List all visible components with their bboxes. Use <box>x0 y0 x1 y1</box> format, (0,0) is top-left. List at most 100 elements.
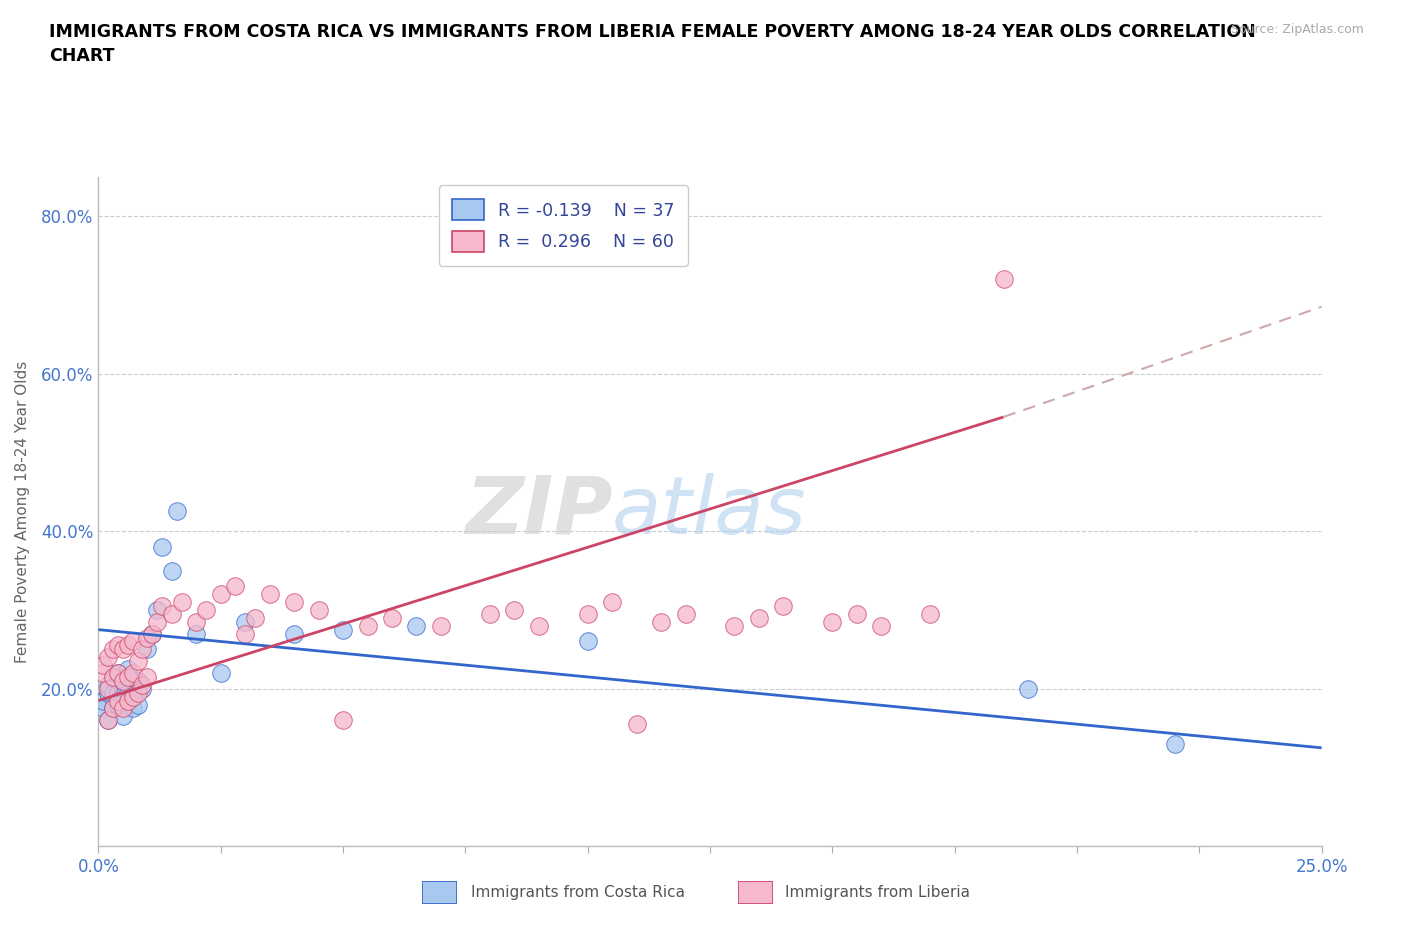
Point <box>920 606 942 621</box>
Point <box>101 642 124 657</box>
Text: ZIP: ZIP <box>465 472 612 551</box>
Point <box>117 670 139 684</box>
Point <box>136 631 159 645</box>
Point <box>405 618 427 633</box>
Point <box>121 666 143 681</box>
Point <box>233 626 256 641</box>
Point <box>650 615 672 630</box>
Point <box>993 272 1015 286</box>
Point <box>127 685 149 700</box>
Point <box>186 626 208 641</box>
Text: atlas: atlas <box>612 472 807 551</box>
Point <box>723 618 745 633</box>
Point <box>576 606 599 621</box>
Point <box>117 685 139 700</box>
Point <box>97 685 120 700</box>
Point <box>121 701 143 716</box>
Point <box>166 504 188 519</box>
Point <box>121 689 143 704</box>
Point <box>381 610 404 625</box>
Point <box>186 615 208 630</box>
Point <box>430 618 453 633</box>
Point <box>332 622 354 637</box>
Point <box>870 618 893 633</box>
Point <box>146 603 169 618</box>
Text: Source: ZipAtlas.com: Source: ZipAtlas.com <box>1230 23 1364 36</box>
Point <box>150 599 173 614</box>
Point <box>772 599 794 614</box>
Point <box>111 682 134 697</box>
Point <box>233 615 256 630</box>
Point <box>160 564 183 578</box>
Point <box>1017 682 1039 697</box>
Point <box>121 673 143 688</box>
Point <box>107 666 129 681</box>
Point <box>97 677 120 692</box>
Point <box>117 661 139 676</box>
Point <box>160 606 183 621</box>
Point <box>626 717 648 732</box>
Y-axis label: Female Poverty Among 18-24 Year Olds: Female Poverty Among 18-24 Year Olds <box>15 361 30 663</box>
Point <box>107 638 129 653</box>
Point <box>117 638 139 653</box>
Point <box>332 712 354 727</box>
Point <box>748 610 770 625</box>
Point <box>91 666 114 681</box>
Point <box>146 615 169 630</box>
Point <box>111 673 134 688</box>
Point <box>101 670 124 684</box>
Point <box>127 698 149 712</box>
Point <box>101 689 124 704</box>
Point <box>111 673 134 688</box>
Point <box>117 693 139 708</box>
Point <box>101 670 124 684</box>
Point <box>224 578 246 593</box>
Text: Immigrants from Costa Rica: Immigrants from Costa Rica <box>471 884 685 900</box>
Point <box>97 712 120 727</box>
Point <box>141 626 163 641</box>
Point <box>600 594 623 609</box>
Point <box>576 634 599 649</box>
Point <box>97 682 120 697</box>
Point <box>136 670 159 684</box>
Point <box>111 642 134 657</box>
Point <box>845 606 868 621</box>
Point <box>283 626 305 641</box>
Point <box>127 673 149 688</box>
Point <box>91 701 114 716</box>
Point <box>283 594 305 609</box>
Point <box>821 615 844 630</box>
Point <box>107 698 129 712</box>
Point <box>527 618 550 633</box>
Point <box>91 658 114 672</box>
Point <box>150 539 173 554</box>
Point <box>308 603 330 618</box>
Point <box>101 701 124 716</box>
Point <box>97 650 120 665</box>
Point <box>91 693 114 708</box>
Point <box>136 642 159 657</box>
Legend: R = -0.139    N = 37, R =  0.296    N = 60: R = -0.139 N = 37, R = 0.296 N = 60 <box>439 185 688 266</box>
Point <box>170 594 193 609</box>
Point <box>1164 737 1187 751</box>
Point <box>131 682 153 697</box>
Point <box>141 626 163 641</box>
Point <box>243 610 266 625</box>
Point <box>107 685 129 700</box>
Point <box>97 712 120 727</box>
Point <box>101 701 124 716</box>
Point <box>131 677 153 692</box>
Text: Immigrants from Liberia: Immigrants from Liberia <box>785 884 970 900</box>
Point <box>195 603 218 618</box>
Point <box>111 701 134 716</box>
Point <box>111 709 134 724</box>
Text: IMMIGRANTS FROM COSTA RICA VS IMMIGRANTS FROM LIBERIA FEMALE POVERTY AMONG 18-24: IMMIGRANTS FROM COSTA RICA VS IMMIGRANTS… <box>49 23 1256 65</box>
Point <box>127 654 149 669</box>
Point <box>209 666 232 681</box>
Point <box>131 642 153 657</box>
Point <box>107 666 129 681</box>
Point <box>107 693 129 708</box>
Point <box>259 587 281 602</box>
Point <box>356 618 378 633</box>
Point <box>101 685 124 700</box>
